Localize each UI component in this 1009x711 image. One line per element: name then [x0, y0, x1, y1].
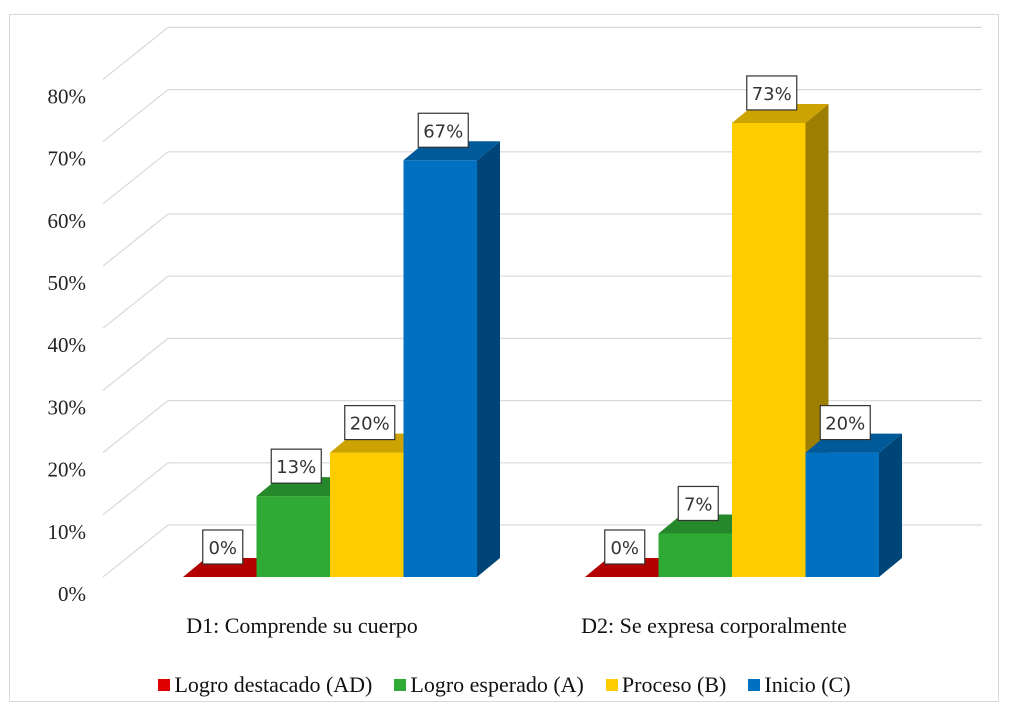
bars — [183, 103, 902, 577]
legend-item: Proceso (B) — [605, 672, 727, 698]
data-label: 67% — [417, 112, 469, 148]
gridline-diagonal — [102, 151, 169, 205]
chart-frame — [9, 14, 999, 702]
bar — [805, 433, 902, 577]
y-tick-label: 50% — [48, 271, 87, 295]
y-tick-label: 60% — [48, 209, 87, 233]
legend-label: Logro esperado (A) — [410, 672, 584, 697]
gridline-diagonal — [102, 26, 169, 80]
data-label-text: 20% — [825, 414, 865, 435]
data-labels: 0% 13% 20% 67% 0% 7% 73% 20% — [202, 75, 871, 565]
x-category-label: D2: Se expresa corporalmente — [581, 613, 847, 638]
data-label-text: 73% — [752, 84, 792, 105]
bar-front — [658, 533, 732, 577]
legend-item: Inicio (C) — [748, 672, 851, 698]
y-tick-label: 40% — [48, 333, 87, 357]
bar-front — [403, 160, 477, 577]
data-label-box — [677, 485, 719, 522]
bar-front — [256, 496, 330, 577]
y-axis-ticks: 0% 10% 20% 30% 40% 50% 60% 70% 80% — [48, 84, 87, 606]
data-label-text: 67% — [423, 121, 463, 142]
legend-label: Inicio (C) — [764, 672, 851, 697]
data-label: 20% — [344, 405, 396, 441]
gridline-diagonal — [102, 524, 169, 578]
data-label-box — [746, 75, 798, 111]
data-label-box — [270, 448, 322, 484]
bar-front — [330, 452, 404, 577]
x-category-label: D1: Comprende su cuerpo — [186, 613, 418, 638]
y-tick-label: 30% — [48, 395, 87, 419]
legend-swatch — [394, 679, 407, 691]
data-label-text: 0% — [208, 538, 237, 559]
y-tick-label: 10% — [48, 520, 87, 544]
y-tick-label: 80% — [48, 84, 87, 108]
data-label-box — [819, 405, 871, 441]
y-tick-label: 20% — [48, 458, 87, 482]
data-label: 7% — [677, 485, 719, 522]
data-label-text: 20% — [350, 414, 390, 435]
data-label-text: 13% — [276, 457, 316, 478]
gridline-diagonal — [102, 462, 169, 516]
legend: Logro destacado (AD) Logro esperado (A) Pr… — [0, 668, 1009, 702]
data-label-box — [344, 405, 396, 441]
y-tick-label: 70% — [48, 147, 87, 171]
y-tick-label: 0% — [58, 582, 86, 606]
gridline-diagonal — [102, 337, 169, 391]
legend-item: Logro destacado (AD) — [158, 672, 372, 698]
bar-side — [477, 141, 500, 577]
legend-swatch — [748, 679, 761, 691]
gridline-diagonal — [102, 89, 169, 143]
gridline-diagonal — [102, 400, 169, 454]
data-label-text: 0% — [610, 538, 639, 559]
bar — [403, 141, 500, 577]
data-label: 20% — [819, 405, 871, 441]
bar-side — [879, 433, 902, 577]
data-label: 0% — [202, 529, 244, 565]
data-label: 73% — [746, 75, 798, 111]
legend-label: Logro destacado (AD) — [174, 672, 373, 697]
x-axis-categories: D1: Comprende su cuerpo D2: Se expresa co… — [186, 613, 847, 638]
legend-item: Logro esperado (A) — [394, 672, 584, 698]
bar-front — [732, 122, 806, 577]
data-label-box — [202, 529, 244, 565]
legend-label: Proceso (B) — [621, 672, 727, 697]
bar-front — [805, 452, 879, 577]
data-label: 13% — [270, 448, 322, 484]
data-label: 0% — [604, 529, 646, 565]
data-label-text: 7% — [684, 494, 713, 515]
gridline-diagonal — [102, 275, 169, 329]
data-label-box — [417, 112, 469, 148]
data-label-box — [604, 529, 646, 565]
legend-swatch — [605, 679, 618, 691]
gridline-diagonal — [102, 213, 169, 267]
legend-swatch — [158, 679, 171, 691]
